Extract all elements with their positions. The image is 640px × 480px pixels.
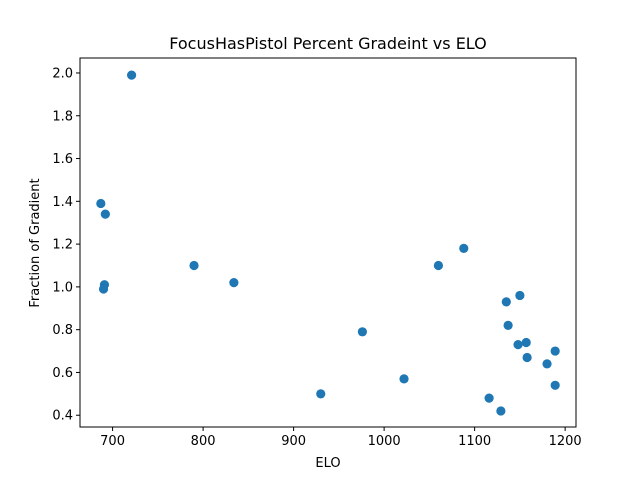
data-point-8 [357, 327, 367, 337]
y-tick-label-2: 0.8 [52, 323, 73, 338]
data-point-15 [503, 320, 513, 330]
data-point-6 [229, 278, 239, 288]
x-tick-label-1: 800 [191, 434, 216, 449]
x-axis-label: ELO [315, 456, 340, 471]
data-point-1 [96, 198, 106, 209]
y-tick-label-6: 1.6 [52, 152, 73, 167]
data-point-14 [501, 297, 511, 307]
data-point-13 [496, 406, 506, 416]
y-tick-label-4: 1.2 [52, 238, 73, 253]
plot-area: 700 800 900 1000 1100 1200 0.4 0.6 0.8 1.0 1.2 1.4 1… [52, 57, 582, 449]
data-point-5 [98, 284, 109, 294]
data-point-18 [521, 337, 531, 348]
y-tick-label-5: 1.4 [52, 195, 73, 210]
x-tick-label-3: 1000 [368, 434, 401, 449]
data-point-20 [542, 359, 552, 369]
plot-frame [79, 57, 577, 428]
data-point-17 [513, 340, 523, 350]
y-tick-label-1: 0.6 [52, 366, 73, 381]
data-point-0 [126, 70, 137, 80]
x-tick-label-4: 1100 [458, 434, 491, 449]
data-point-21 [550, 346, 560, 356]
y-tick-label-3: 1.0 [52, 280, 73, 295]
data-point-7 [316, 389, 326, 399]
y-axis-label: Fraction of Gradient [28, 178, 43, 307]
chart-title: FocusHasPistol Percent Gradeint vs ELO [169, 34, 487, 53]
data-point-12 [484, 393, 494, 403]
data-point-19 [522, 352, 532, 363]
data-point-3 [189, 260, 199, 271]
x-tick-label-2: 900 [281, 434, 306, 449]
y-tick-label-7: 1.8 [52, 109, 73, 124]
data-point-16 [515, 290, 525, 301]
data-point-11 [459, 243, 469, 253]
y-tick-label-0: 0.4 [52, 409, 73, 424]
data-point-22 [550, 380, 560, 390]
x-tick-label-5: 1200 [549, 434, 582, 449]
x-tick-label-0: 700 [100, 434, 125, 449]
data-point-2 [100, 209, 110, 219]
y-tick-label-8: 2.0 [52, 66, 73, 81]
data-point-10 [433, 260, 444, 271]
data-point-9 [399, 374, 409, 384]
